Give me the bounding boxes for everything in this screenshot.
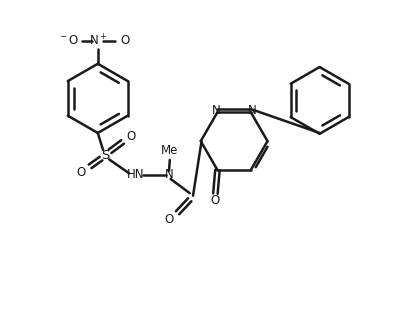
Text: O: O — [76, 166, 85, 179]
Text: S: S — [101, 149, 109, 162]
Text: N$^+$: N$^+$ — [88, 33, 107, 49]
Text: N: N — [248, 104, 256, 117]
Text: O: O — [126, 130, 136, 143]
Text: $^-$O: $^-$O — [58, 34, 79, 47]
Text: N: N — [212, 104, 220, 117]
Text: O: O — [165, 213, 174, 226]
Text: O: O — [211, 195, 220, 207]
Text: N: N — [165, 168, 173, 181]
Text: HN: HN — [127, 168, 145, 181]
Text: Me: Me — [161, 145, 179, 157]
Text: O: O — [120, 34, 130, 47]
